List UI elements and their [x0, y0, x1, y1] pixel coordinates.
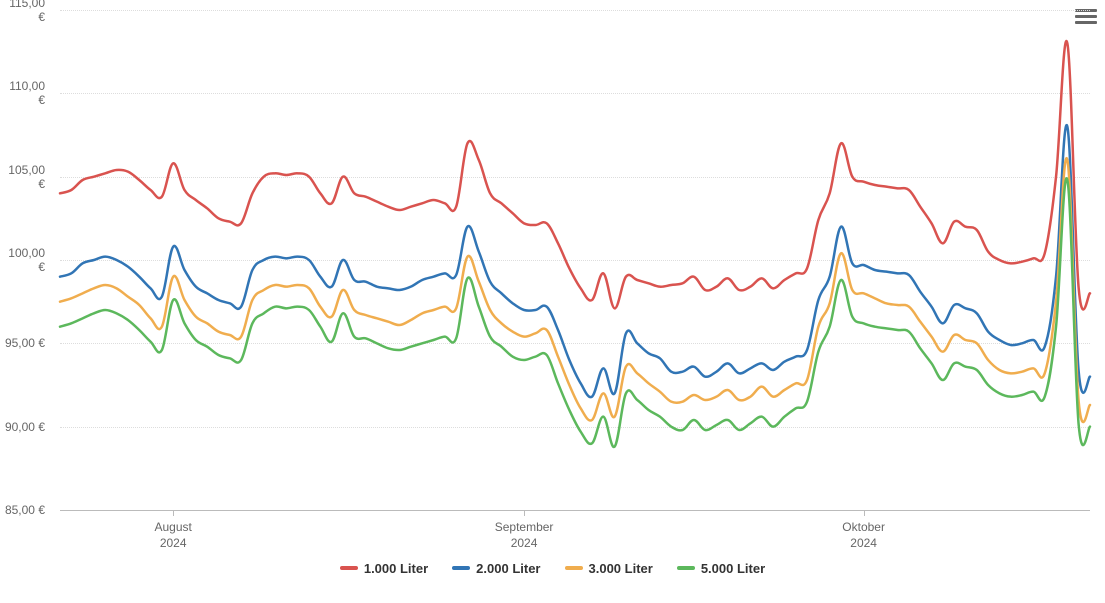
- x-tick-label-month: August: [154, 520, 191, 536]
- series-line: [60, 158, 1090, 422]
- legend-label: 2.000 Liter: [476, 561, 540, 576]
- x-tick-label-year: 2024: [154, 536, 191, 552]
- x-tick-label-year: 2024: [842, 536, 885, 552]
- x-tick-label-month: September: [495, 520, 554, 536]
- y-tick-label: 95,00 €: [5, 336, 45, 350]
- x-tick-label: August2024: [154, 520, 191, 551]
- series-line: [60, 125, 1090, 397]
- x-tick: [864, 510, 865, 516]
- plot-lines: [60, 10, 1090, 510]
- y-tick-label: 100,00 €: [0, 246, 45, 274]
- legend-swatch: [340, 566, 358, 570]
- legend-item[interactable]: 2.000 Liter: [452, 561, 540, 576]
- legend-label: 1.000 Liter: [364, 561, 428, 576]
- legend: 1.000 Liter 2.000 Liter 3.000 Liter 5.000 L…: [0, 558, 1105, 576]
- x-tick: [524, 510, 525, 516]
- y-tick-label: 110,00 €: [0, 79, 45, 107]
- y-tick-label: 85,00 €: [5, 503, 45, 517]
- x-tick-label-month: Oktober: [842, 520, 885, 536]
- legend-label: 5.000 Liter: [701, 561, 765, 576]
- legend-item[interactable]: 1.000 Liter: [340, 561, 428, 576]
- x-tick-label: Oktober2024: [842, 520, 885, 551]
- price-line-chart: 85,00 € 90,00 € 95,00 € 100,00 € 105,00 € 110…: [0, 0, 1105, 603]
- legend-swatch: [565, 566, 583, 570]
- y-tick-label: 90,00 €: [5, 420, 45, 434]
- legend-swatch: [677, 566, 695, 570]
- legend-label: 3.000 Liter: [589, 561, 653, 576]
- y-tick-label: 105,00 €: [0, 163, 45, 191]
- x-tick-label: September2024: [495, 520, 554, 551]
- x-tick-label-year: 2024: [495, 536, 554, 552]
- x-tick: [173, 510, 174, 516]
- legend-item[interactable]: 3.000 Liter: [565, 561, 653, 576]
- legend-swatch: [452, 566, 470, 570]
- legend-item[interactable]: 5.000 Liter: [677, 561, 765, 576]
- y-tick-label: 115,00 €: [0, 0, 45, 24]
- series-line: [60, 41, 1090, 309]
